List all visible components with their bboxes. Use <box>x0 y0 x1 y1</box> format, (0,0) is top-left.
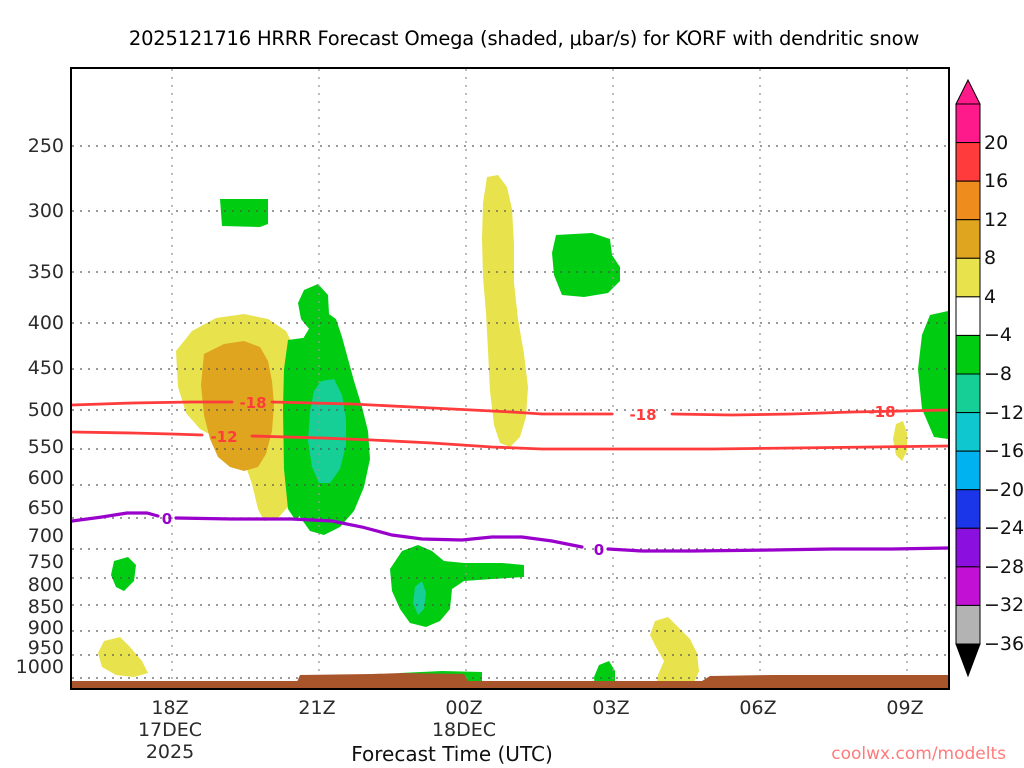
plot-area: -18 -12 -18 -18 0 0 <box>70 67 950 690</box>
y-tick-label: 750 <box>27 551 64 573</box>
colorbar-segment <box>955 180 981 221</box>
y-tick-label: 950 <box>27 637 64 659</box>
y-tick-label: 650 <box>27 497 64 519</box>
x-tick-label: 00Z <box>445 697 483 719</box>
contour-label-red: -12 <box>210 428 237 446</box>
colorbar-segment <box>955 334 981 375</box>
contour-freezing-purple <box>72 511 948 553</box>
x-tick-label: 03Z <box>592 697 630 719</box>
omega-region-yellow <box>893 421 907 461</box>
omega-region-teal <box>413 581 426 615</box>
colorbar-segment <box>955 604 981 645</box>
omega-region-green <box>111 557 136 591</box>
y-tick-label: 400 <box>27 312 64 334</box>
y-tick-label: 350 <box>27 261 64 283</box>
colorbar-tick-label: 20 <box>984 131 1009 154</box>
colorbar-segment <box>955 566 981 606</box>
colorbar-tick-label: 8 <box>984 247 997 270</box>
y-tick-label: 900 <box>27 617 64 639</box>
colorbar-over-arrow <box>955 78 981 105</box>
contour-dendritic-red <box>72 400 948 451</box>
colorbar-tick-label: −28 <box>984 555 1024 578</box>
chart-title-line1: 2025121716 HRRR Forecast Omega (shaded, … <box>128 27 920 50</box>
colorbar-tick-label: 12 <box>984 208 1009 231</box>
colorbar-segment <box>955 296 981 336</box>
credit-watermark: coolwx.com/modelts <box>831 744 1006 764</box>
colorbar-segment <box>955 527 981 568</box>
omega-region-green <box>220 199 268 227</box>
colorbar-segment <box>955 257 981 298</box>
omega-region-orange <box>201 341 274 471</box>
colorbar-segment <box>955 103 981 144</box>
contour-label-red: -18 <box>629 406 656 424</box>
colorbar-tick-label: −36 <box>984 633 1024 655</box>
colorbar-segment <box>955 412 981 452</box>
y-tick-label: 700 <box>27 525 64 547</box>
contour-label-red: -18 <box>868 403 895 421</box>
colorbar-blocks <box>955 78 981 678</box>
omega-region-green <box>918 311 948 439</box>
contour-label-purple: 0 <box>162 510 172 528</box>
plot-canvas: -18 -12 -18 -18 0 0 <box>72 69 948 688</box>
colorbar-segment <box>955 373 981 414</box>
omega-region-green <box>283 337 312 521</box>
y-tick-label: 300 <box>27 200 64 222</box>
colorbar-under-arrow <box>955 643 981 678</box>
colorbar-canvas <box>955 78 981 678</box>
colorbar-segment <box>955 450 981 491</box>
omega-shading <box>98 175 948 688</box>
contour-label-purple: 0 <box>594 541 604 559</box>
x-tick-sublabel: 18DEC <box>431 719 497 741</box>
colorbar-tick-label: 4 <box>984 285 997 308</box>
y-tick-label: 450 <box>27 357 64 379</box>
colorbar-tick-label: −12 <box>984 401 1024 424</box>
x-tick-label: 09Z <box>886 697 924 719</box>
y-tick-label: 850 <box>27 596 64 618</box>
colorbar-segment <box>955 219 981 259</box>
y-tick-label: 600 <box>27 467 64 489</box>
x-tick-label: 18Z <box>151 697 189 719</box>
contour-label-red: -18 <box>239 394 266 412</box>
colorbar-tick-label: 16 <box>984 170 1009 193</box>
colorbar-tick-label: −8 <box>984 363 1013 385</box>
omega-region-teal <box>308 379 346 483</box>
y-tick-label: 800 <box>27 574 64 596</box>
omega-region-green <box>390 545 524 627</box>
colorbar-tick-label: −32 <box>984 594 1024 617</box>
y-tick-label: 250 <box>27 135 64 157</box>
omega-region-yellow <box>482 175 528 447</box>
colorbar-segment <box>955 142 981 182</box>
x-tick-sublabel: 2025 <box>145 741 195 763</box>
y-tick-label: 550 <box>27 436 64 458</box>
colorbar-tick-label: −4 <box>984 324 1013 347</box>
contour-labels: -18 -12 -18 -18 0 0 <box>162 394 896 559</box>
omega-region-yellow <box>650 617 699 688</box>
colorbar-segment <box>955 489 981 529</box>
y-tick-label: 1000 <box>15 656 64 678</box>
omega-region-green <box>552 233 620 297</box>
x-tick-sublabel: 17DEC <box>137 719 203 741</box>
x-tick-label: 06Z <box>739 697 777 719</box>
x-axis-title: Forecast Time (UTC) <box>351 742 553 766</box>
colorbar-tick-label: −16 <box>984 440 1024 463</box>
terrain-surface <box>72 673 948 688</box>
omega-region-yellow <box>98 637 148 677</box>
y-tick-label: 500 <box>27 399 64 421</box>
colorbar-tick-label: −20 <box>984 478 1024 501</box>
x-tick-label: 21Z <box>298 697 336 719</box>
colorbar-tick-label: −24 <box>984 517 1024 540</box>
colorbar: 20 16 12 8 4 −4 −8 −12 −16 −20 −24 −28 −32 −36 <box>952 78 1024 678</box>
